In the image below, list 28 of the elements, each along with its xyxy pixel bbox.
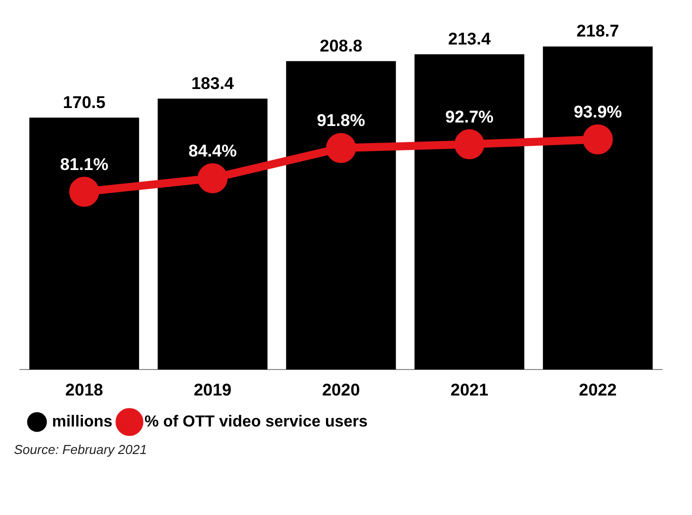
point bbox=[198, 163, 228, 194]
point bbox=[326, 132, 356, 163]
bar bbox=[29, 118, 140, 370]
bar bbox=[158, 98, 268, 370]
data-label: 218.7 bbox=[576, 22, 620, 41]
x-tick-label: 2018 bbox=[65, 380, 104, 400]
x-tick-label: 2022 bbox=[578, 380, 617, 400]
legend-label: millions bbox=[52, 413, 113, 430]
data-label: 81.1% bbox=[60, 154, 108, 174]
legend-label: % of OTT video service users bbox=[144, 413, 368, 430]
data-label: 213.4 bbox=[448, 29, 492, 48]
point bbox=[582, 124, 613, 154]
data-label: 91.8% bbox=[316, 111, 366, 130]
data-label: 84.4% bbox=[188, 141, 237, 160]
x-tick-label: 2021 bbox=[450, 380, 488, 400]
data-label: 208.8 bbox=[320, 36, 362, 56]
bar bbox=[542, 46, 653, 370]
source-note: Source: February 2021 bbox=[14, 442, 147, 457]
data-label: 92.7% bbox=[445, 107, 494, 126]
bar bbox=[414, 54, 524, 370]
data-label: 93.9% bbox=[574, 102, 622, 122]
point bbox=[454, 129, 484, 160]
data-label: 183.4 bbox=[191, 74, 234, 93]
x-tick-label: 2019 bbox=[194, 380, 232, 400]
point bbox=[69, 176, 100, 207]
data-label: 170.5 bbox=[62, 92, 106, 112]
x-tick-label: 2020 bbox=[322, 380, 360, 400]
bar bbox=[286, 61, 396, 370]
